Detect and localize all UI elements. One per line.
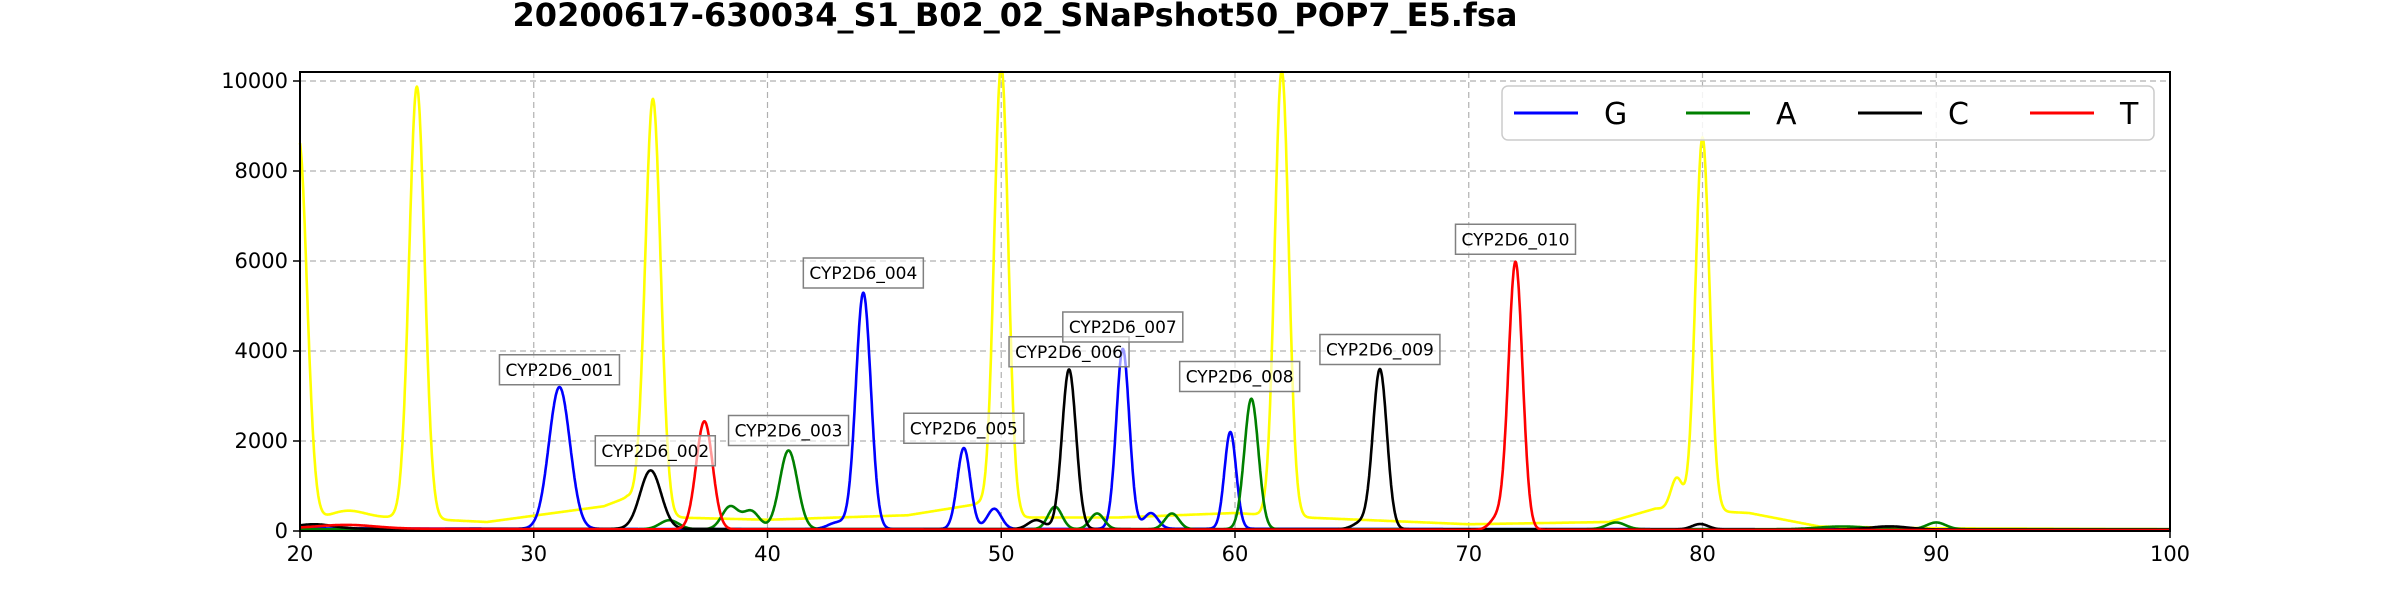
annotation-box	[903, 412, 1025, 444]
peak-annotation: CYP2D6_002	[594, 435, 717, 467]
peak-annotation: CYP2D6_010	[1454, 223, 1577, 255]
peak-annotation: CYP2D6_008	[1178, 360, 1301, 393]
annotation-box	[498, 354, 621, 386]
legend-box	[1501, 85, 2155, 141]
peak-annotation: CYP2D6_001	[498, 354, 621, 386]
x-tick-label: 40	[754, 542, 781, 566]
peak-annotation: CYP2D6_004	[802, 257, 925, 289]
annotation-label: CYP2D6_002	[601, 442, 709, 462]
annotation-label: CYP2D6_001	[506, 361, 614, 381]
x-tick-label: 50	[988, 542, 1015, 566]
x-tick-label: 20	[287, 542, 314, 566]
series-traces	[298, 70, 2171, 532]
y-tick-label: 8000	[235, 159, 288, 183]
annotation-label: CYP2D6_003	[735, 422, 843, 442]
annotation-box	[1178, 360, 1301, 393]
annotation-label: CYP2D6_007	[1069, 318, 1177, 338]
legend-label-g: G	[1604, 97, 1627, 132]
annotation-label: CYP2D6_005	[910, 419, 1018, 439]
y-tick-label: 4000	[235, 339, 288, 363]
annotation-box	[1319, 333, 1441, 366]
chart-title: 20200617-630034_S1_B02_02_SNaPshot50_POP…	[513, 0, 1518, 34]
x-tick-label: 60	[1222, 542, 1249, 566]
peak-annotation: CYP2D6_005	[903, 412, 1025, 444]
x-tick-label: 100	[2150, 542, 2190, 566]
x-tick-label: 30	[520, 542, 547, 566]
annotation-label: CYP2D6_006	[1015, 343, 1123, 363]
legend-label-t: T	[2119, 97, 2139, 132]
y-tick-label: 10000	[221, 69, 288, 93]
axis-ticks: 20 30 40 50 60 70 80 90 100 0 2000 4000 6000 8000 1000…	[221, 69, 2190, 566]
series-line-t	[299, 260, 2171, 532]
peak-annotation: CYP2D6_003	[727, 414, 850, 447]
annotation-box	[594, 435, 717, 467]
x-tick-label: 90	[1923, 542, 1950, 566]
annotation-box	[1062, 311, 1184, 343]
annotation-label: CYP2D6_004	[809, 264, 917, 284]
annotation-label: CYP2D6_009	[1326, 341, 1434, 361]
annotation-label: CYP2D6_008	[1186, 368, 1294, 388]
x-tick-label: 80	[1689, 542, 1716, 566]
y-tick-label: 0	[275, 519, 288, 543]
annotation-box	[1454, 223, 1577, 255]
peak-annotation: CYP2D6_007	[1062, 311, 1184, 343]
annotation-label: CYP2D6_010	[1462, 230, 1570, 250]
y-tick-label: 6000	[235, 249, 288, 273]
annotation-box	[802, 257, 925, 289]
x-tick-label: 70	[1455, 542, 1482, 566]
peak-annotations: CYP2D6_001 CYP2D6_002 CYP2D6_003 CYP2D6_004…	[498, 223, 1577, 467]
legend-label-c: C	[1948, 97, 1969, 132]
annotation-box	[727, 414, 850, 447]
y-tick-label: 2000	[235, 429, 288, 453]
peak-annotation: CYP2D6_009	[1319, 333, 1441, 366]
legend-label-a: A	[1776, 97, 1797, 132]
